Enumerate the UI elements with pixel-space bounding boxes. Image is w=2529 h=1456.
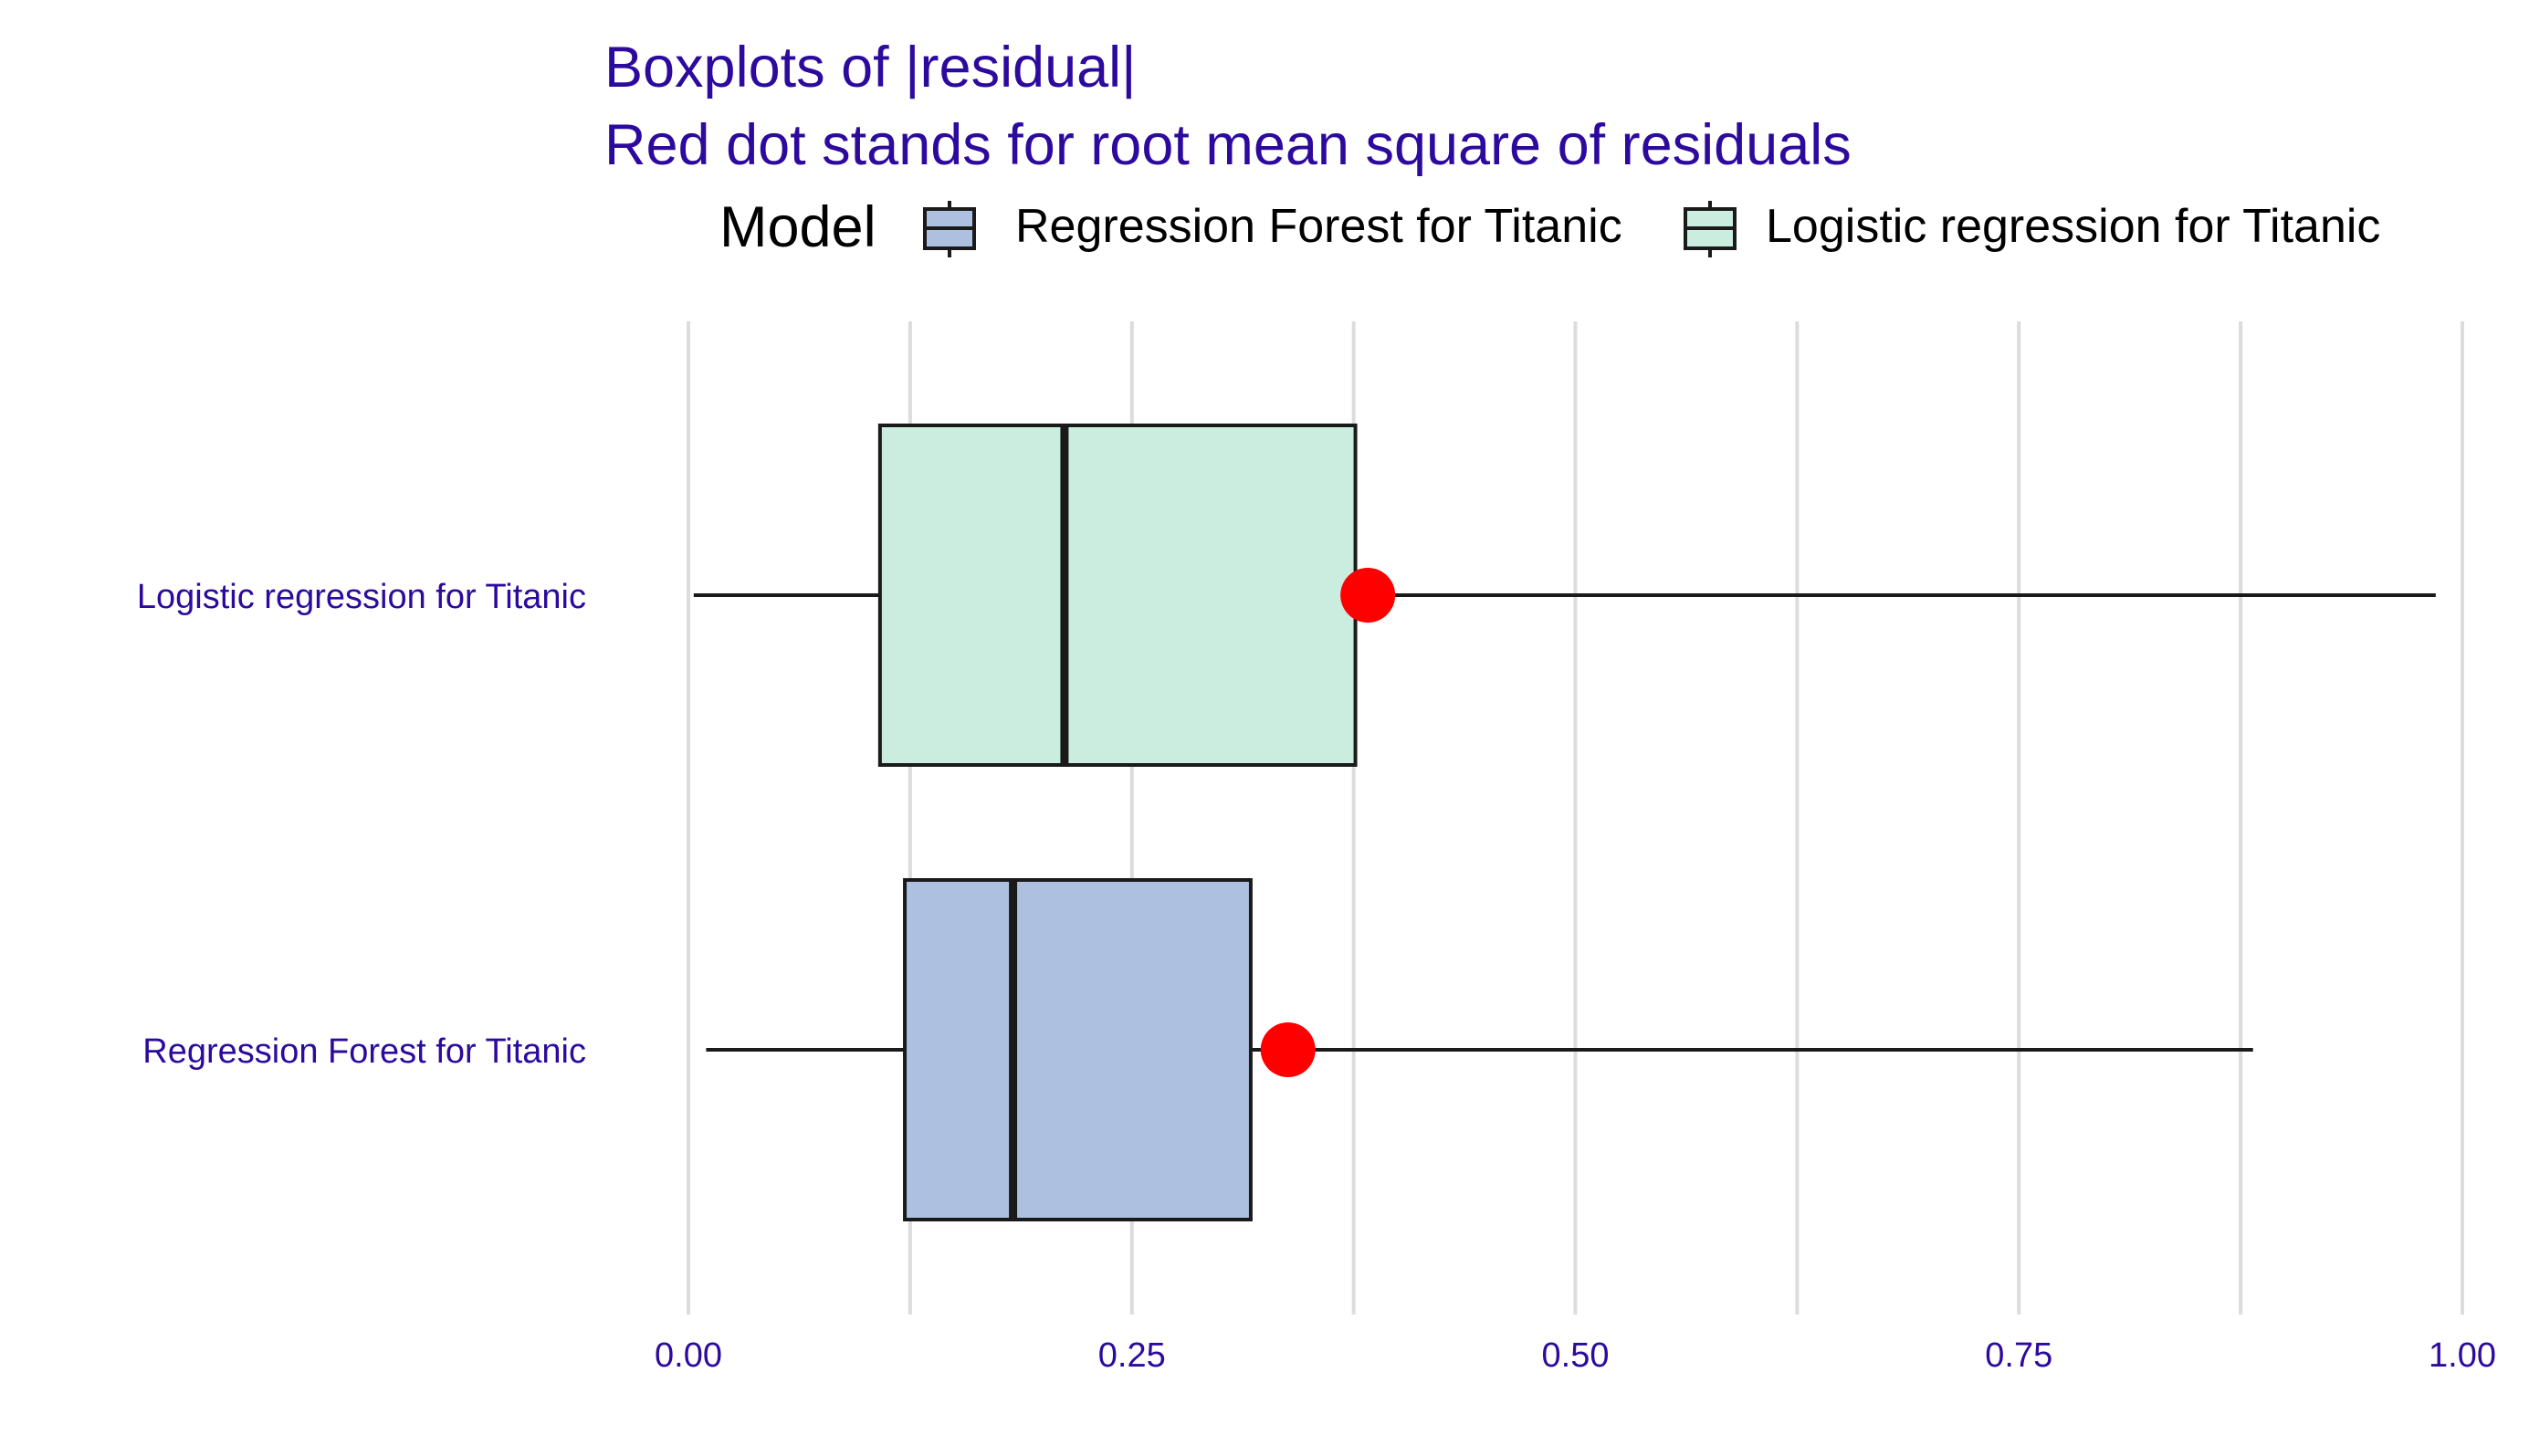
x-tick-label: 0.50: [1542, 1336, 1610, 1375]
x-tick-label: 0.00: [655, 1336, 722, 1375]
y-tick-label: Regression Forest for Titanic: [142, 1032, 586, 1071]
iqr-box: [903, 878, 1253, 1221]
y-tick-label: Logistic regression for Titanic: [137, 578, 586, 616]
legend-item-regression-forest: Regression Forest for Titanic: [923, 200, 1622, 257]
legend-item-logistic-regression: Logistic regression for Titanic: [1684, 200, 2380, 257]
x-tick-label: 1.00: [2429, 1336, 2496, 1375]
legend-label-logistic-regression: Logistic regression for Titanic: [1766, 200, 2380, 253]
iqr-box: [877, 424, 1358, 767]
legend: Model Regression Forest for Titanic Logi…: [719, 195, 2380, 259]
x-tick-label: 0.75: [1985, 1336, 2052, 1375]
chart-subtitle: Red dot stands for root mean square of r…: [604, 113, 1852, 177]
plot-area: [693, 424, 2436, 1221]
legend-label-regression-forest: Regression Forest for Titanic: [1015, 200, 1622, 253]
boxplot-logistic-regression: [693, 424, 2436, 767]
rmse-dot: [1260, 1022, 1316, 1077]
chart-title: Boxplots of |residual|: [604, 36, 1137, 100]
legend-title: Model: [719, 195, 876, 259]
y-axis: Logistic regression for Titanic Regressio…: [137, 578, 586, 1071]
rmse-dot: [1340, 568, 1396, 623]
x-tick-label: 0.25: [1098, 1336, 1166, 1375]
boxplot-regression-forest: [706, 878, 2253, 1221]
x-axis: 0.00 0.25 0.50 0.75 1.00: [655, 1336, 2496, 1375]
